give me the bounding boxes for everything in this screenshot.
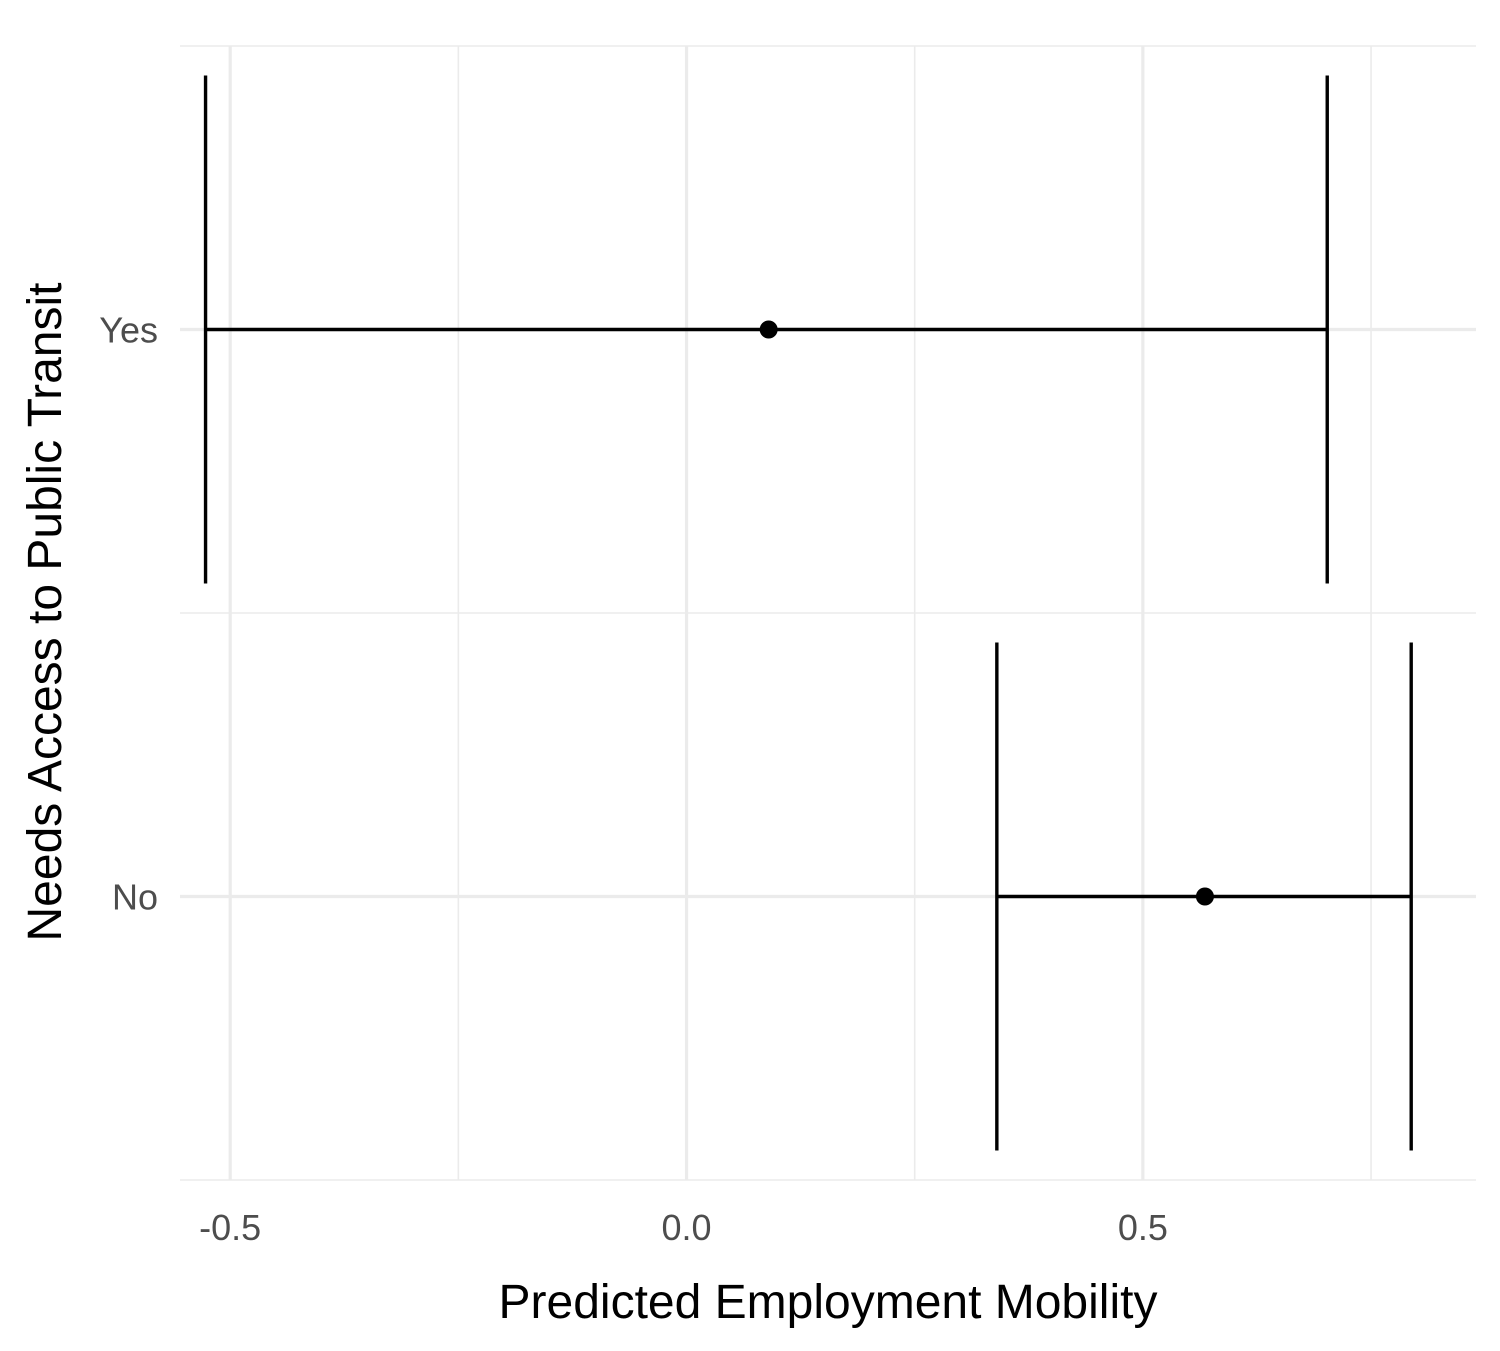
- y-axis-title: Needs Access to Public Transit: [19, 283, 72, 942]
- x-axis-ticks: -0.5 0.0 0.5: [199, 1207, 1168, 1248]
- y-tick-label: No: [112, 877, 158, 918]
- grid-layer: [180, 45, 1476, 1181]
- point-estimate-yes: [759, 320, 778, 339]
- x-tick-label: 0.0: [662, 1207, 712, 1248]
- x-axis-title: Predicted Employment Mobility: [499, 1276, 1158, 1329]
- point-estimate-no: [1195, 887, 1214, 906]
- series-layer: [203, 75, 1413, 1151]
- x-tick-label: -0.5: [199, 1207, 261, 1248]
- y-axis-ticks: Yes No: [99, 310, 158, 918]
- x-tick-label: 0.5: [1118, 1207, 1168, 1248]
- y-tick-label: Yes: [99, 310, 158, 351]
